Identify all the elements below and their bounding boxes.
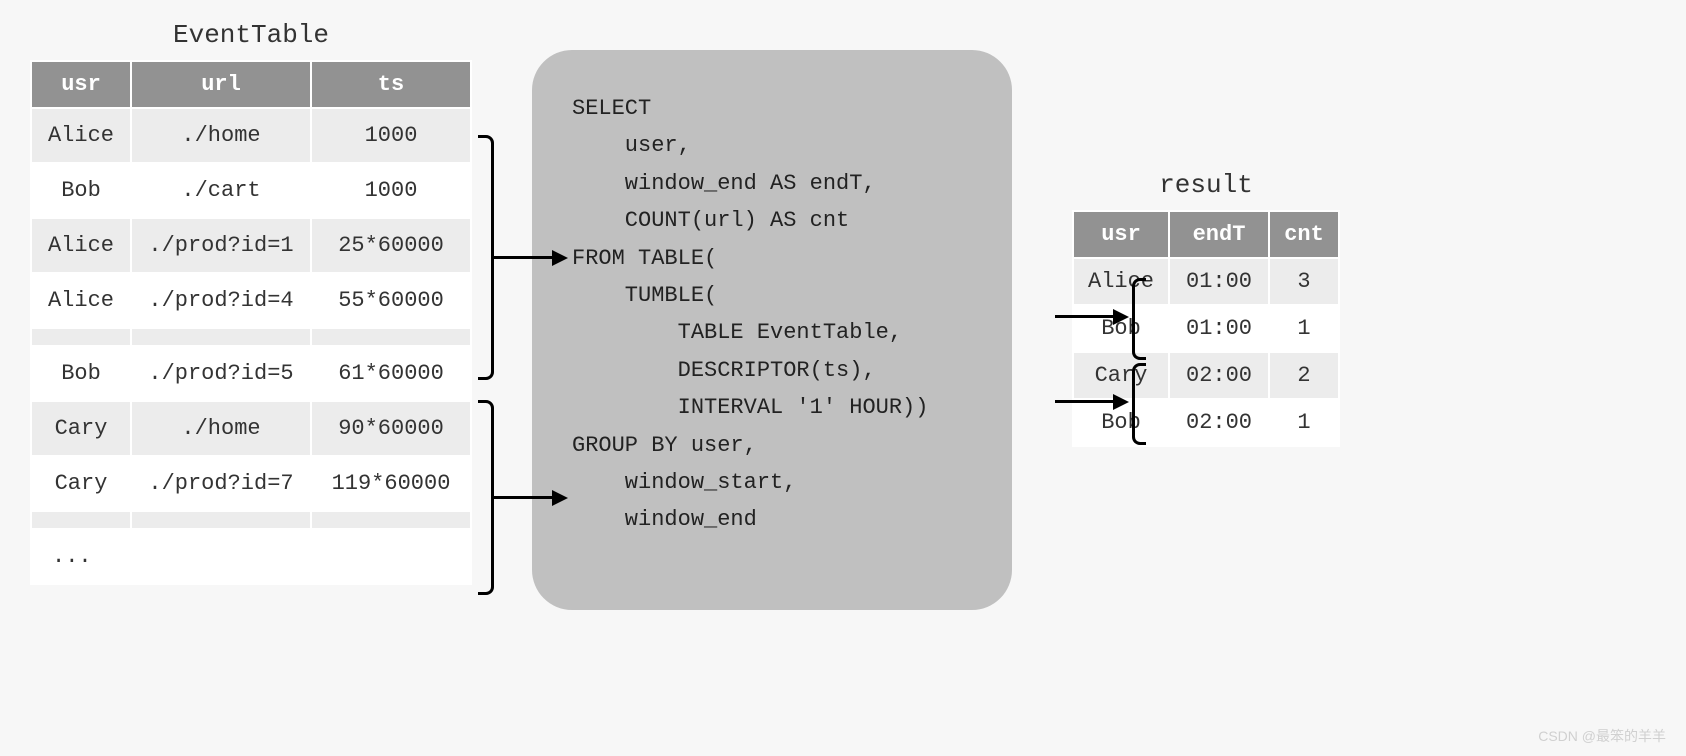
arrow-head-icon — [1113, 309, 1129, 325]
bracket-output-group-2 — [1132, 363, 1146, 445]
result-col-endt: endT — [1169, 211, 1269, 258]
result-table: usr endT cnt Alice01:003 Bob01:001 Cary0… — [1072, 210, 1340, 447]
result-col-cnt: cnt — [1269, 211, 1339, 258]
arrow-head-icon — [1113, 394, 1129, 410]
bracket-input-group-1 — [478, 135, 494, 380]
event-table-title: EventTable — [30, 20, 472, 50]
sql-text: SELECT user, window_end AS endT, COUNT(u… — [572, 90, 972, 539]
table-row: Alice./prod?id=455*60000 — [31, 273, 471, 328]
table-row: ... — [31, 529, 471, 584]
table-row: Alice01:003 — [1073, 258, 1339, 305]
arrow-input-2 — [494, 496, 554, 499]
bracket-output-group-1 — [1132, 278, 1146, 360]
sql-query-box: SELECT user, window_end AS endT, COUNT(u… — [532, 50, 1012, 610]
event-table-header-row: usr url ts — [31, 61, 471, 108]
event-table: usr url ts Alice./home1000 Bob./cart1000… — [30, 60, 472, 585]
table-row: Bob./cart1000 — [31, 163, 471, 218]
result-col-usr: usr — [1073, 211, 1169, 258]
group-separator — [31, 511, 471, 529]
arrow-output-2 — [1055, 400, 1115, 403]
arrow-output-1 — [1055, 315, 1115, 318]
bracket-input-group-2 — [478, 400, 494, 595]
group-separator — [31, 328, 471, 346]
event-table-panel: EventTable usr url ts Alice./home1000 Bo… — [30, 20, 472, 585]
event-col-usr: usr — [31, 61, 131, 108]
diagram-container: EventTable usr url ts Alice./home1000 Bo… — [20, 20, 1666, 610]
table-row: Alice./home1000 — [31, 108, 471, 163]
table-row: Bob./prod?id=561*60000 — [31, 346, 471, 401]
event-col-url: url — [131, 61, 311, 108]
result-table-header-row: usr endT cnt — [1073, 211, 1339, 258]
table-row: Alice./prod?id=125*60000 — [31, 218, 471, 273]
event-col-ts: ts — [311, 61, 471, 108]
arrow-head-icon — [552, 490, 568, 506]
watermark-text: CSDN @最笨的羊羊 — [1538, 726, 1666, 746]
result-title: result — [1072, 170, 1340, 200]
table-row: Cary02:002 — [1073, 352, 1339, 399]
table-row: Cary./prod?id=7119*60000 — [31, 456, 471, 511]
arrow-head-icon — [552, 250, 568, 266]
arrow-input-1 — [494, 256, 554, 259]
table-row: Cary./home90*60000 — [31, 401, 471, 456]
